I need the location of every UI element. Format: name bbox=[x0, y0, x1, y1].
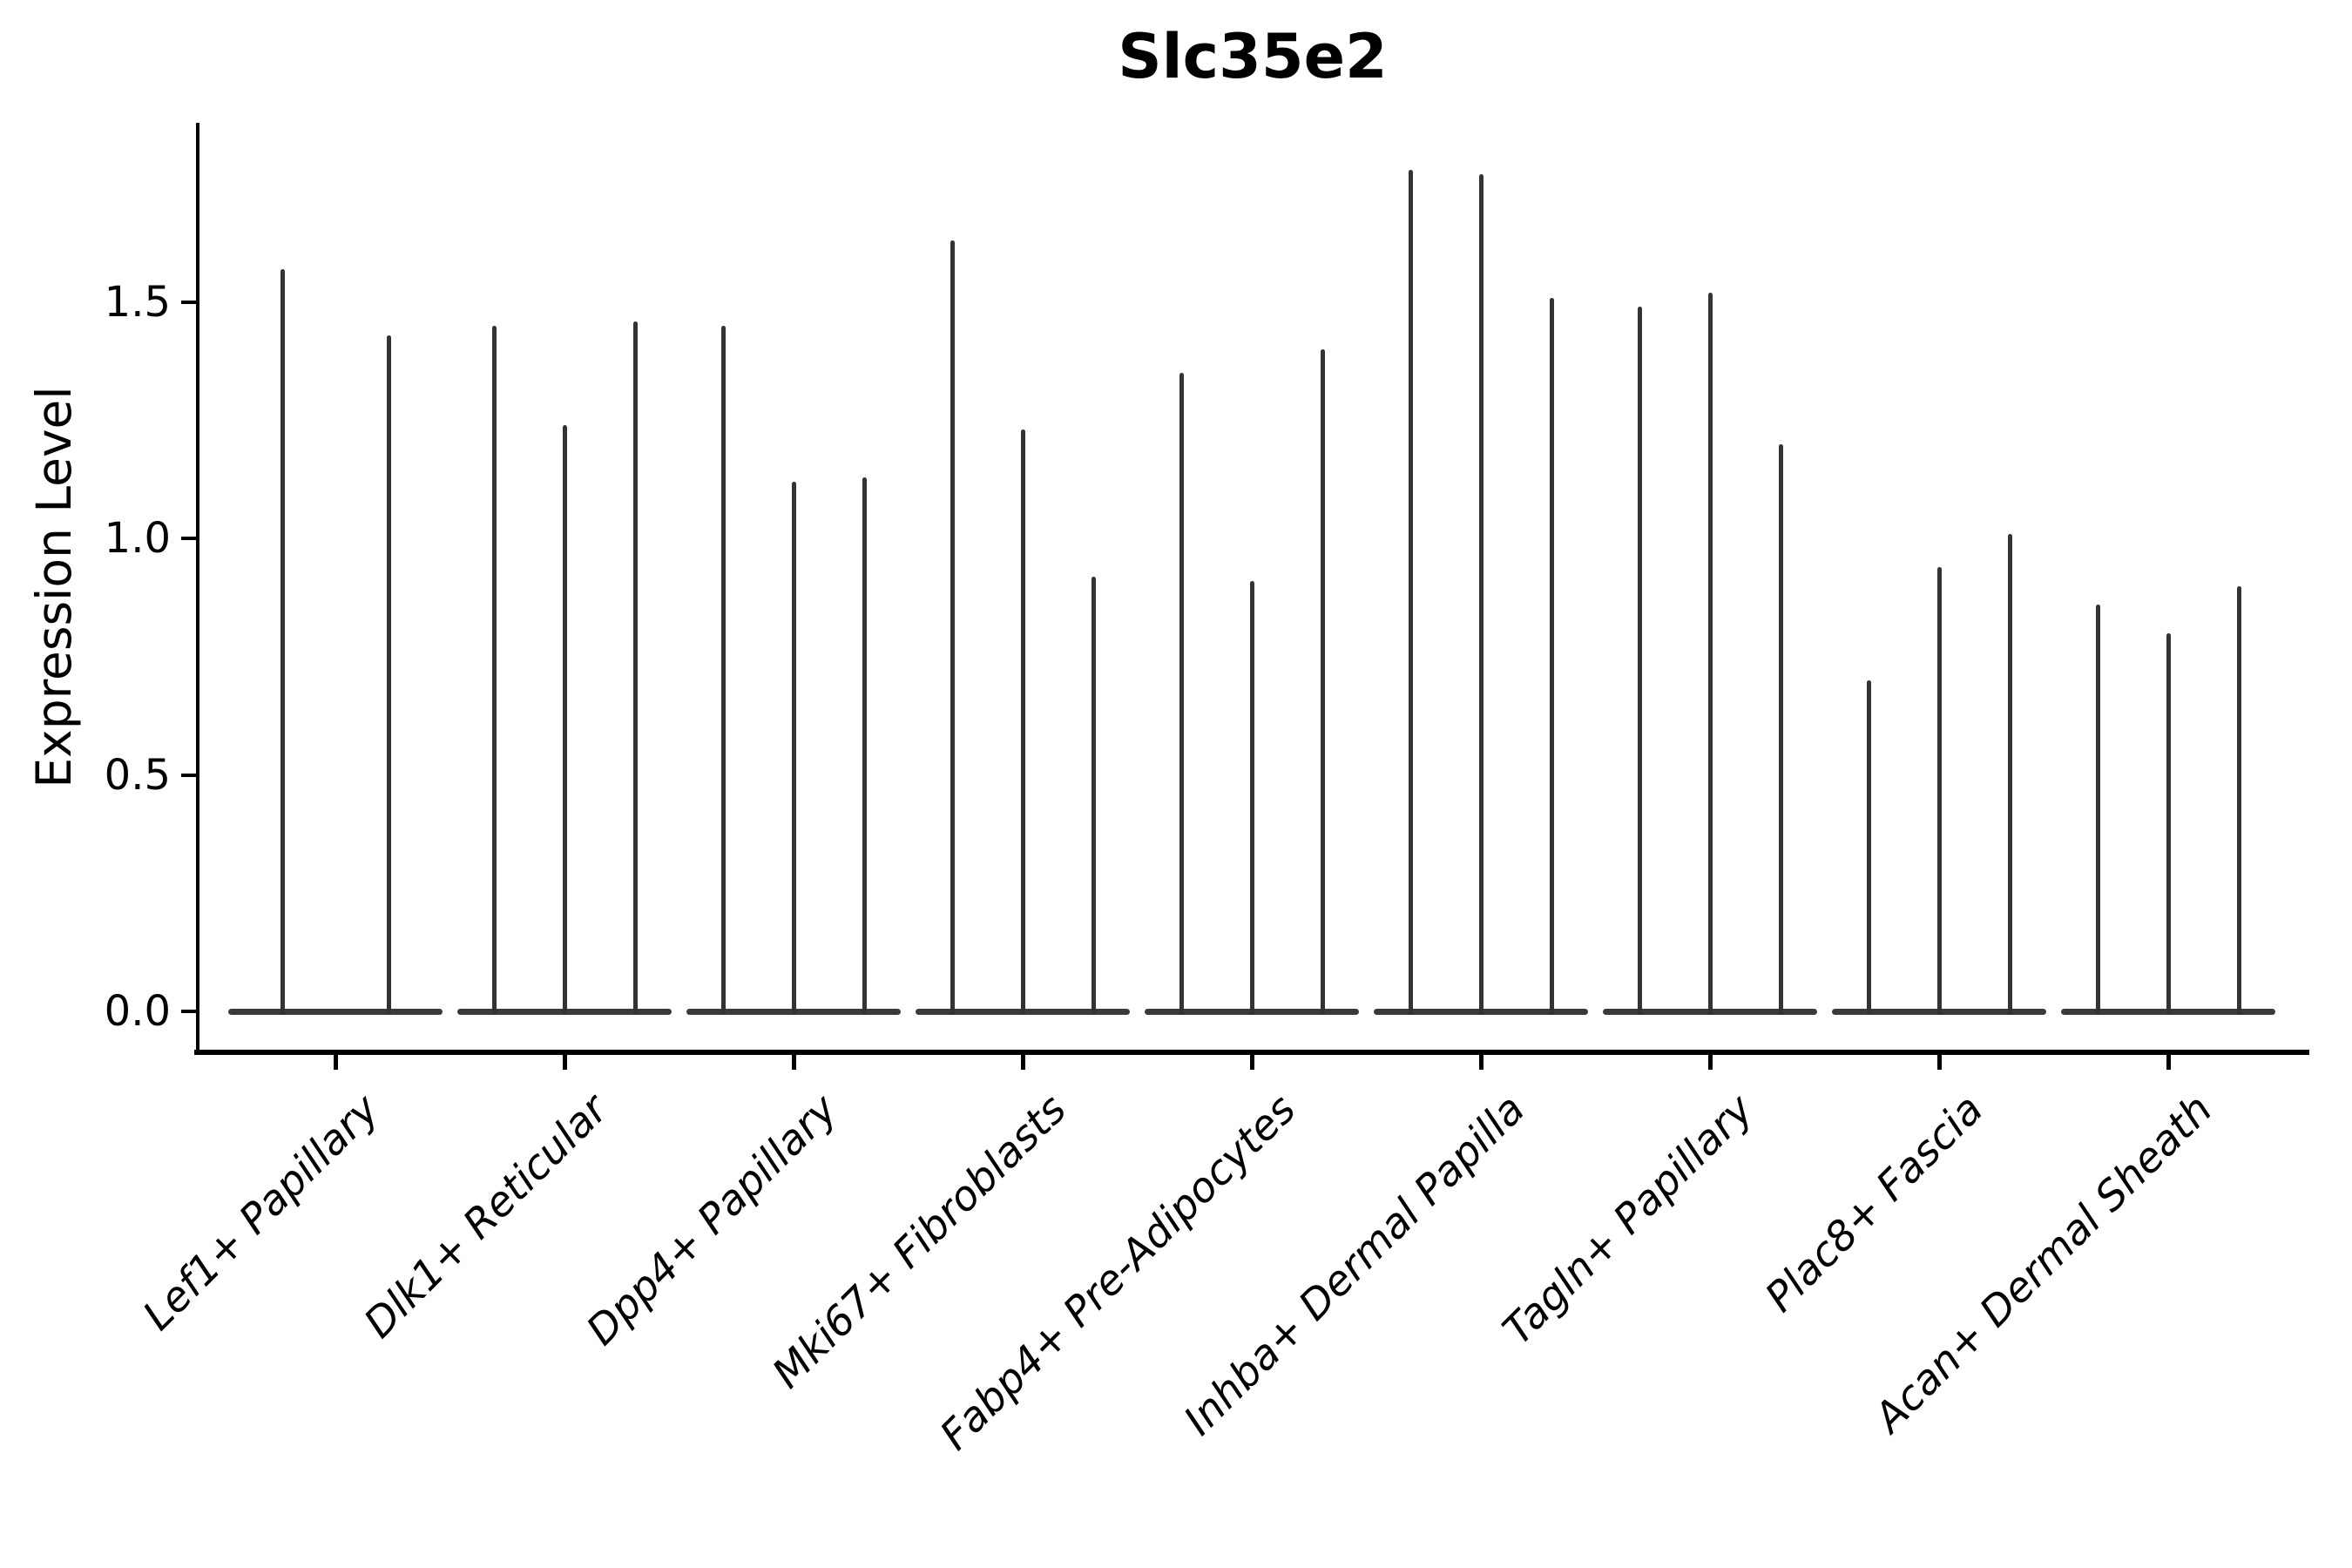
violin-spike bbox=[1249, 581, 1254, 1015]
violin-spike bbox=[1408, 169, 1413, 1015]
x-tick-mark bbox=[1249, 1055, 1254, 1070]
y-tick-mark bbox=[181, 1010, 196, 1013]
violin-spike bbox=[2166, 632, 2171, 1015]
violin-spike bbox=[1866, 680, 1871, 1015]
violin-spike bbox=[1549, 297, 1554, 1015]
violin-spike bbox=[386, 335, 391, 1015]
y-tick-label: 1.0 bbox=[104, 514, 171, 564]
x-tick-mark bbox=[1478, 1055, 1484, 1070]
x-axis-spine bbox=[194, 1050, 2309, 1055]
x-tick-mark bbox=[1707, 1055, 1713, 1070]
x-tick-mark bbox=[791, 1055, 796, 1070]
y-axis-label: Expression Level bbox=[26, 386, 82, 788]
x-tick-mark bbox=[1020, 1055, 1025, 1070]
violin-spike bbox=[1320, 349, 1325, 1015]
violin-spike bbox=[632, 321, 638, 1015]
y-tick-label: 0.0 bbox=[104, 987, 171, 1036]
violin-spike bbox=[1179, 373, 1184, 1015]
x-tick-mark bbox=[333, 1055, 338, 1070]
y-tick-mark bbox=[181, 300, 196, 304]
x-tick-mark bbox=[2166, 1055, 2171, 1070]
violin-base bbox=[228, 1009, 443, 1015]
x-tick-label: Dpp4+ Papillary bbox=[577, 1085, 847, 1355]
chart-title: Slc35e2 bbox=[1118, 21, 1388, 92]
y-tick-mark bbox=[181, 773, 196, 777]
violin-spike bbox=[862, 476, 867, 1015]
x-tick-label: Lef1+ Papillary bbox=[133, 1085, 389, 1341]
violin-spike bbox=[1637, 307, 1642, 1015]
violin-spike bbox=[1707, 293, 1713, 1015]
violin-spike bbox=[1091, 576, 1096, 1015]
x-tick-mark bbox=[562, 1055, 567, 1070]
y-axis-spine bbox=[196, 123, 199, 1055]
x-tick-label: Dlk1+ Reticular bbox=[355, 1085, 618, 1348]
violin-spike bbox=[1778, 443, 1783, 1015]
violin-spike bbox=[1020, 429, 1025, 1015]
x-tick-label: Plac8+ Fascia bbox=[1755, 1085, 1992, 1322]
violin-spike bbox=[491, 326, 497, 1015]
violin-spike bbox=[1478, 174, 1484, 1015]
y-tick-mark bbox=[181, 537, 196, 541]
x-tick-mark bbox=[1936, 1055, 1942, 1070]
y-tick-label: 1.5 bbox=[104, 277, 171, 327]
violin-spike bbox=[2095, 605, 2100, 1015]
violin-spike bbox=[720, 326, 726, 1015]
violin-spike bbox=[562, 425, 567, 1015]
violin-spike bbox=[791, 482, 796, 1015]
violin-spike bbox=[2007, 533, 2012, 1015]
violin-spike bbox=[2236, 585, 2241, 1015]
x-tick-label: Tagln+ Papillary bbox=[1494, 1085, 1763, 1355]
y-tick-label: 0.5 bbox=[104, 750, 171, 800]
violin-spike bbox=[280, 268, 285, 1015]
violin-spike bbox=[1936, 566, 1942, 1015]
violin-spike bbox=[950, 240, 955, 1015]
